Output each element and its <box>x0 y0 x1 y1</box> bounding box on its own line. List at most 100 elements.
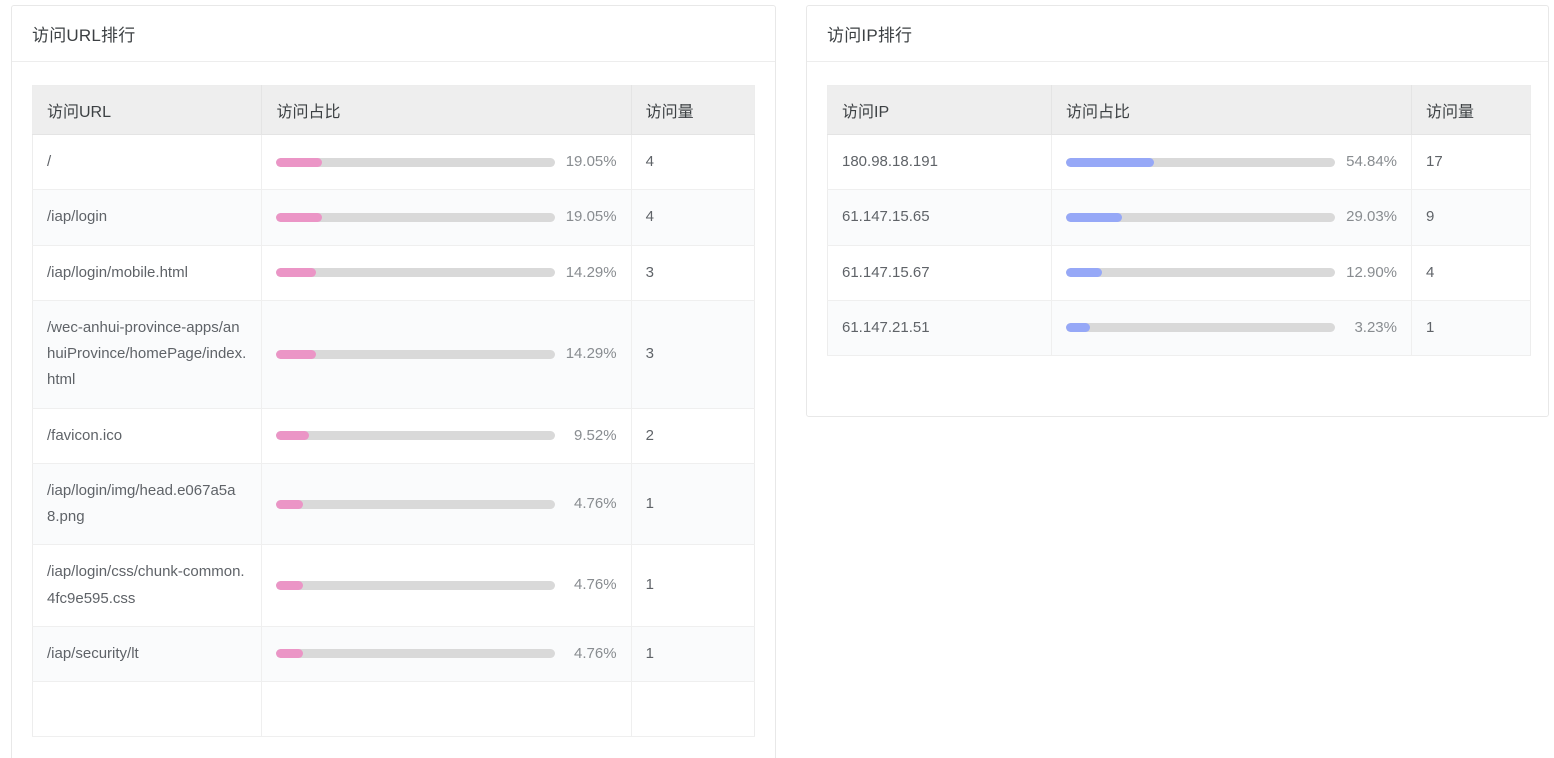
cell-ip: 61.147.15.67 <box>827 245 1052 301</box>
progress-track <box>276 212 555 222</box>
table-row[interactable]: 61.147.15.65 29.03% 9 <box>827 189 1531 246</box>
progress-fill <box>276 499 304 509</box>
cell-percent: 4.76% <box>261 544 632 627</box>
cell-percent: 19.05% <box>261 134 632 191</box>
cell-ip: 180.98.18.191 <box>827 134 1052 191</box>
cell-count: 9 <box>1411 189 1531 246</box>
cell-count: 3 <box>631 300 755 409</box>
progress-fill <box>276 349 316 359</box>
progress-track <box>276 649 555 659</box>
url-ranking-card-body: 访问URL 访问占比 访问量 / 19.05% 4/iap/login 19.05% 4… <box>12 62 775 757</box>
column-header-percent[interactable]: 访问占比 <box>261 85 632 135</box>
table-row[interactable]: /iap/login/img/head.e067a5a8.png 4.76% 1 <box>32 463 755 546</box>
table-row[interactable]: /wec-anhui-province-apps/anhuiProvince/h… <box>32 300 755 409</box>
cell-count: 4 <box>1411 245 1531 301</box>
progress-label: 29.03% <box>1346 208 1397 226</box>
progress-fill <box>276 212 322 222</box>
cell-percent: 12.90% <box>1051 245 1412 301</box>
progress-bar: 14.29% <box>276 260 617 286</box>
cell-url: /iap/login <box>32 189 263 246</box>
column-header-url[interactable]: 访问URL <box>32 85 263 135</box>
progress-track <box>276 349 555 359</box>
cell-count: 4 <box>631 134 755 191</box>
ip-ranking-card-body: 访问IP 访问占比 访问量 180.98.18.191 54.84% 17 61.14… <box>807 62 1548 376</box>
cell-count: 4 <box>631 189 755 246</box>
progress-track <box>276 268 555 278</box>
cell-url: /iap/login/mobile.html <box>32 245 263 301</box>
progress-track <box>276 157 555 167</box>
cell-count: 1 <box>1411 300 1531 357</box>
table-row[interactable]: 180.98.18.191 54.84% 17 <box>827 134 1531 191</box>
table-row[interactable]: /iap/login/mobile.html 14.29% 3 <box>32 245 755 301</box>
cell-count: 1 <box>631 544 755 627</box>
progress-label: 12.90% <box>1346 263 1397 281</box>
ip-ranking-card: 访问IP排行 访问IP 访问占比 访问量 180.98.18.191 54.84%… <box>806 5 1549 417</box>
progress-fill <box>276 157 322 167</box>
progress-bar: 29.03% <box>1066 204 1397 230</box>
cell-url: /iap/security/lt <box>32 626 263 683</box>
column-header-count[interactable]: 访问量 <box>1411 85 1531 135</box>
column-header-count[interactable]: 访问量 <box>631 85 755 135</box>
cell-url: /iap/login/img/head.e067a5a8.png <box>32 463 263 546</box>
column-header-percent[interactable]: 访问占比 <box>1051 85 1412 135</box>
cell-count: 2 <box>631 408 755 464</box>
cell-url <box>32 681 263 738</box>
cell-percent: 29.03% <box>1051 189 1412 246</box>
progress-label: 19.05% <box>565 208 617 226</box>
progress-label: 3.23% <box>1354 318 1397 336</box>
progress-track <box>1066 157 1335 167</box>
cell-percent: 9.52% <box>261 408 632 464</box>
progress-bar: 3.23% <box>1066 315 1397 341</box>
cell-percent: 14.29% <box>261 245 632 301</box>
progress-fill <box>1066 268 1103 278</box>
progress-label: 4.76% <box>574 644 617 662</box>
cell-percent: 54.84% <box>1051 134 1412 191</box>
ip-ranking-title: 访问IP排行 <box>827 26 913 45</box>
table-row[interactable]: / 19.05% 4 <box>32 134 755 191</box>
ip-ranking-table: 访问IP 访问占比 访问量 180.98.18.191 54.84% 17 61.14… <box>827 85 1531 357</box>
cell-url: /wec-anhui-province-apps/anhuiProvince/h… <box>32 300 263 409</box>
progress-track <box>276 499 555 509</box>
progress-track <box>276 431 555 441</box>
progress-bar: 19.05% <box>276 204 617 230</box>
progress-label: 54.84% <box>1346 153 1397 170</box>
cell-percent: 4.76% <box>261 463 632 546</box>
progress-fill <box>1066 157 1155 167</box>
progress-track <box>1066 268 1335 278</box>
table-row[interactable]: /favicon.ico 9.52% 2 <box>32 408 755 464</box>
cell-percent: 14.29% <box>261 300 632 409</box>
table-row[interactable]: 61.147.21.51 3.23% 1 <box>827 300 1531 357</box>
ip-ranking-table-body: 180.98.18.191 54.84% 17 61.147.15.65 29.03% 9… <box>827 134 1531 357</box>
cell-url: /iap/login/css/chunk-common.4fc9e595.css <box>32 544 263 627</box>
progress-bar: 4.76% <box>276 572 617 598</box>
column-header-ip[interactable]: 访问IP <box>827 85 1052 135</box>
cell-ip: 61.147.21.51 <box>827 300 1052 357</box>
url-ranking-card: 访问URL排行 访问URL 访问占比 访问量 / 19.05% 4/iap/logi… <box>11 5 776 758</box>
cell-percent: 3.23% <box>1051 300 1412 357</box>
table-row[interactable]: 61.147.15.67 12.90% 4 <box>827 245 1531 301</box>
url-ranking-table: 访问URL 访问占比 访问量 / 19.05% 4/iap/login 19.05% 4… <box>32 85 755 738</box>
url-ranking-card-header: 访问URL排行 <box>12 6 775 62</box>
progress-bar: 4.76% <box>276 641 617 667</box>
cell-percent <box>261 681 632 738</box>
progress-fill <box>276 431 310 441</box>
progress-track <box>1066 212 1335 222</box>
progress-bar: 14.29% <box>276 341 617 367</box>
table-row[interactable]: /iap/security/lt 4.76% 1 <box>32 626 755 683</box>
progress-fill <box>276 581 304 590</box>
progress-label: 14.29% <box>565 345 617 362</box>
url-ranking-title: 访问URL排行 <box>32 26 136 45</box>
url-ranking-table-head: 访问URL 访问占比 访问量 <box>32 85 755 135</box>
cell-url: /favicon.ico <box>32 408 263 464</box>
url-ranking-table-body: / 19.05% 4/iap/login 19.05% 4/iap/login/mobi… <box>32 134 755 738</box>
cell-count: 17 <box>1411 134 1531 191</box>
cell-count: 3 <box>631 245 755 301</box>
progress-label: 14.29% <box>565 263 617 281</box>
table-row[interactable] <box>32 681 755 738</box>
table-row[interactable]: /iap/login/css/chunk-common.4fc9e595.css… <box>32 544 755 627</box>
progress-track <box>276 581 555 590</box>
cell-count: 1 <box>631 626 755 683</box>
table-row[interactable]: /iap/login 19.05% 4 <box>32 189 755 246</box>
progress-bar: 9.52% <box>276 423 617 449</box>
